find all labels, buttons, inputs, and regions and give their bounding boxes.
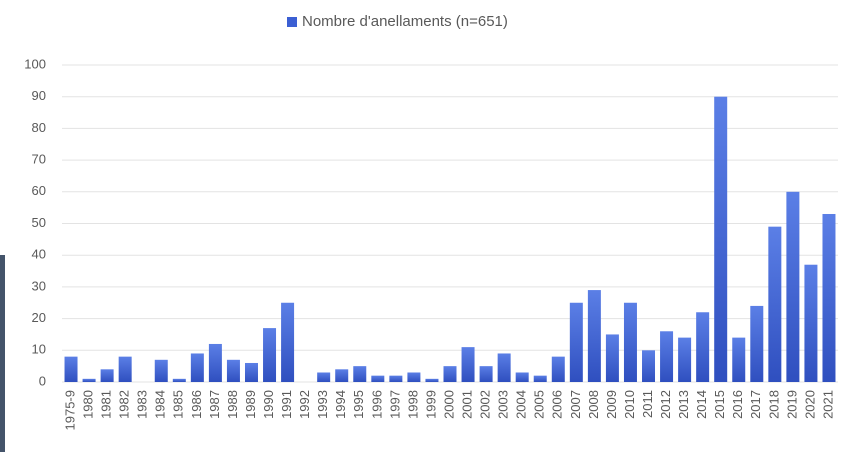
bar [317, 372, 331, 382]
bar [714, 96, 728, 382]
x-tick-label: 1998 [405, 390, 420, 419]
x-tick-label: 2019 [784, 390, 799, 419]
bar [497, 353, 511, 382]
y-tick-label: 40 [32, 247, 46, 262]
bar [82, 378, 96, 382]
bar [786, 191, 800, 382]
y-tick-label: 0 [39, 373, 46, 388]
x-tick-label: 1981 [99, 390, 114, 419]
bar [750, 305, 764, 382]
x-tick-label: 1992 [297, 390, 312, 419]
bar [371, 375, 385, 382]
bar [407, 372, 421, 382]
bar [804, 264, 818, 382]
x-tick-label: 2016 [730, 390, 745, 419]
bar [190, 353, 204, 382]
bar [696, 312, 710, 382]
x-tick-label: 2020 [802, 390, 817, 419]
x-tick-label: 1980 [81, 390, 96, 419]
bar [389, 375, 403, 382]
x-tick-label: 1982 [117, 390, 132, 419]
x-tick-label: 2001 [459, 390, 474, 419]
bar [587, 290, 601, 382]
bar [208, 343, 222, 382]
x-tick-label: 1997 [387, 390, 402, 419]
y-tick-label: 50 [32, 215, 46, 230]
bar [118, 356, 132, 382]
legend-label: Nombre d'anellaments (n=651) [302, 13, 508, 30]
bar [678, 337, 692, 382]
bar [551, 356, 565, 382]
x-tick-label: 2007 [568, 390, 583, 419]
x-tick-label: 2010 [622, 390, 637, 419]
side-strip [0, 255, 5, 452]
x-tick-label: 2018 [766, 390, 781, 419]
bar [533, 375, 547, 382]
bar [425, 378, 439, 382]
y-tick-label: 90 [32, 88, 46, 103]
x-tick-label: 2000 [441, 390, 456, 419]
x-tick-label: 1991 [279, 390, 294, 419]
bar [172, 378, 186, 382]
x-tick-label: 1993 [315, 390, 330, 419]
x-tick-label: 1995 [351, 390, 366, 419]
y-tick-label: 20 [32, 310, 46, 325]
bar [822, 213, 836, 382]
x-tick-label: 2013 [676, 390, 691, 419]
bar [64, 356, 78, 382]
x-tick-label: 2017 [748, 390, 763, 419]
x-tick-label: 1987 [207, 390, 222, 419]
y-tick-label: 70 [32, 152, 46, 167]
bar [479, 366, 493, 382]
x-tick-label: 2004 [514, 390, 529, 419]
bar [642, 350, 656, 382]
x-tick-label: 2009 [604, 390, 619, 419]
x-tick-label: 1999 [423, 390, 438, 419]
x-tick-label: 2002 [478, 390, 493, 419]
bar [443, 366, 457, 382]
x-tick-label: 2011 [640, 390, 655, 418]
bar [281, 302, 295, 382]
bar [335, 369, 349, 382]
x-tick-label: 2005 [532, 390, 547, 419]
bar [263, 328, 277, 382]
legend-swatch [287, 17, 297, 27]
bar [569, 302, 583, 382]
x-tick-label: 1975-9 [62, 390, 77, 430]
x-tick-label: 2021 [820, 390, 835, 419]
x-tick-label: 1983 [135, 390, 150, 419]
bar [226, 359, 240, 382]
bar [100, 369, 114, 382]
x-tick-label: 2015 [712, 390, 727, 419]
bar [660, 331, 674, 382]
bar [515, 372, 529, 382]
x-tick-label: 1986 [189, 390, 204, 419]
x-tick-label: 1994 [333, 390, 348, 419]
x-tick-label: 2008 [586, 390, 601, 419]
y-tick-label: 100 [24, 56, 46, 71]
x-tick-label: 2012 [658, 390, 673, 419]
y-tick-label: 10 [32, 342, 46, 357]
x-tick-label: 2014 [694, 390, 709, 419]
y-tick-label: 30 [32, 278, 46, 293]
x-tick-label: 1985 [171, 390, 186, 419]
bar [461, 347, 475, 382]
x-tick-label: 2003 [496, 390, 511, 419]
bar [768, 226, 782, 382]
bar [353, 366, 367, 382]
bar [732, 337, 746, 382]
y-tick-label: 60 [32, 183, 46, 198]
bar [623, 302, 637, 382]
x-tick-label: 1996 [369, 390, 384, 419]
x-tick-label: 2006 [550, 390, 565, 419]
y-tick-label: 80 [32, 120, 46, 135]
bar [605, 334, 619, 382]
bar [244, 362, 258, 382]
x-tick-label: 1989 [243, 390, 258, 419]
x-tick-label: 1988 [225, 390, 240, 419]
x-tick-label: 1984 [153, 390, 168, 419]
bar [154, 359, 168, 382]
x-tick-label: 1990 [261, 390, 276, 419]
